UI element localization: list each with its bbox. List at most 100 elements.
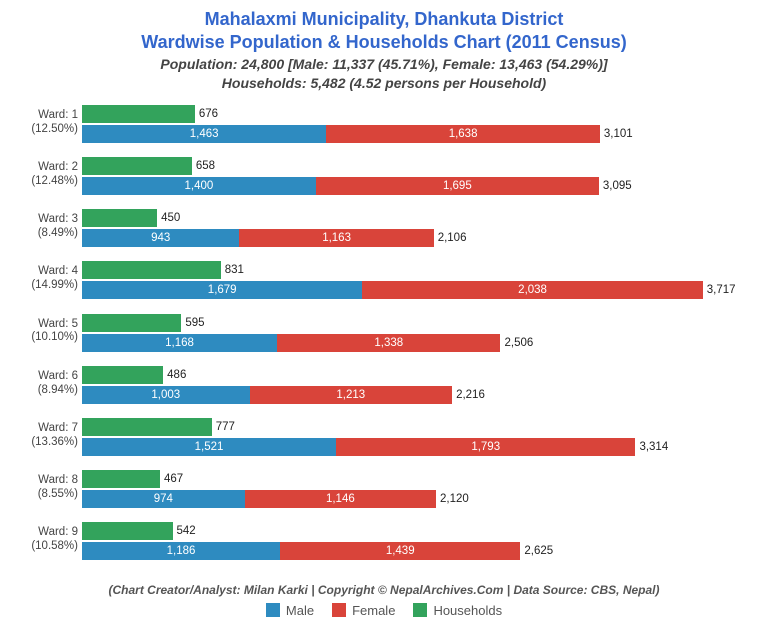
households-bar bbox=[82, 366, 163, 384]
legend: Male Female Households bbox=[18, 603, 750, 618]
households-value: 450 bbox=[157, 209, 180, 227]
households-bar bbox=[82, 522, 173, 540]
households-value: 831 bbox=[221, 261, 244, 279]
households-value: 542 bbox=[173, 522, 196, 540]
total-value: 3,101 bbox=[600, 125, 633, 143]
households-value: 595 bbox=[181, 314, 204, 332]
subtitle-line-2: Households: 5,482 (4.52 persons per Hous… bbox=[222, 75, 546, 91]
ward-label: Ward: 9(10.58%) bbox=[16, 526, 78, 554]
ward-pct: (10.10%) bbox=[31, 331, 78, 343]
ward-row: Ward: 6(8.94%)4861,0031,2132,216 bbox=[82, 360, 732, 412]
ward-label: Ward: 8(8.55%) bbox=[16, 474, 78, 502]
ward-row: Ward: 2(12.48%)6581,4001,6953,095 bbox=[82, 151, 732, 203]
ward-bars: 676 1,4631,6383,101 bbox=[82, 99, 732, 151]
credit-line: (Chart Creator/Analyst: Milan Karki | Co… bbox=[18, 583, 750, 597]
population-bar: 1,0031,213 bbox=[82, 386, 452, 404]
female-segment: 1,695 bbox=[316, 177, 599, 195]
population-bar: 9431,163 bbox=[82, 229, 434, 247]
total-value: 3,314 bbox=[635, 438, 668, 456]
ward-label: Ward: 7 (13.36%) bbox=[16, 422, 78, 450]
households-bar bbox=[82, 105, 195, 123]
legend-label-households: Households bbox=[433, 603, 502, 618]
population-bar: 9741,146 bbox=[82, 490, 436, 508]
male-segment: 1,168 bbox=[82, 334, 277, 352]
ward-bars: 5421,1861,4392,625 bbox=[82, 516, 732, 568]
ward-label: Ward: 6 (8.94%) bbox=[16, 370, 78, 398]
title-line-2: Wardwise Population & Households Chart (… bbox=[141, 32, 626, 52]
ward-label: Ward: 2(12.48%) bbox=[16, 161, 78, 189]
total-value: 3,717 bbox=[703, 281, 736, 299]
ward-pct: (12.50%) bbox=[31, 123, 78, 135]
female-segment: 1,213 bbox=[250, 386, 453, 404]
ward-bars: 486 1,0031,2132,216 bbox=[82, 360, 732, 412]
population-bar: 1,1681,338 bbox=[82, 334, 501, 352]
households-bar bbox=[82, 314, 181, 332]
male-segment: 1,186 bbox=[82, 542, 280, 560]
households-bar bbox=[82, 418, 212, 436]
ward-label: Ward: 4 (14.99%) bbox=[16, 265, 78, 293]
households-value: 486 bbox=[163, 366, 186, 384]
female-segment: 1,793 bbox=[336, 438, 635, 456]
households-bar bbox=[82, 470, 160, 488]
ward-row: Ward: 3(8.49%)4509431,1632,106 bbox=[82, 203, 732, 255]
ward-pct: (14.99%) bbox=[31, 279, 78, 291]
chart-area: Ward: 1(12.50%)6761,4631,6383,101Ward: 2… bbox=[82, 99, 732, 579]
population-bar: 1,5211,793 bbox=[82, 438, 635, 456]
population-bar: 1,4631,638 bbox=[82, 125, 600, 143]
households-value: 658 bbox=[192, 157, 215, 175]
total-value: 2,506 bbox=[501, 334, 534, 352]
ward-bars: 8311,6792,0383,717 bbox=[82, 255, 732, 307]
total-value: 2,216 bbox=[452, 386, 485, 404]
ward-name: Ward: 1 bbox=[38, 109, 78, 121]
male-segment: 974 bbox=[82, 490, 245, 508]
ward-name: Ward: 3 bbox=[38, 213, 78, 225]
legend-item-male: Male bbox=[266, 603, 314, 618]
legend-item-households: Households bbox=[413, 603, 502, 618]
ward-name: Ward: 4 bbox=[38, 265, 78, 277]
chart-title: Mahalaxmi Municipality, Dhankuta Distric… bbox=[18, 8, 750, 53]
households-value: 467 bbox=[160, 470, 183, 488]
chart-container: Mahalaxmi Municipality, Dhankuta Distric… bbox=[0, 0, 768, 623]
ward-row: Ward: 7(13.36%)7771,5211,7933,314 bbox=[82, 412, 732, 464]
population-bar: 1,6792,038 bbox=[82, 281, 703, 299]
total-value: 2,625 bbox=[520, 542, 553, 560]
total-value: 3,095 bbox=[599, 177, 632, 195]
ward-label: Ward: 5(10.10%) bbox=[16, 318, 78, 346]
ward-bars: 777 1,5211,7933,314 bbox=[82, 412, 732, 464]
ward-pct: (12.48%) bbox=[31, 175, 78, 187]
swatch-households bbox=[413, 603, 427, 617]
female-segment: 1,338 bbox=[277, 334, 500, 352]
ward-label: Ward: 3 (8.49%) bbox=[16, 213, 78, 241]
subtitle-line-1: Population: 24,800 [Male: 11,337 (45.71%… bbox=[160, 56, 607, 72]
legend-label-female: Female bbox=[352, 603, 395, 618]
ward-name: Ward: 7 bbox=[38, 422, 78, 434]
ward-row: Ward: 5(10.10%)5951,1681,3382,506 bbox=[82, 308, 732, 360]
swatch-male bbox=[266, 603, 280, 617]
ward-name: Ward: 9 bbox=[38, 526, 78, 538]
households-bar bbox=[82, 261, 221, 279]
female-segment: 2,038 bbox=[362, 281, 702, 299]
male-segment: 1,679 bbox=[82, 281, 362, 299]
chart-subtitle: Population: 24,800 [Male: 11,337 (45.71%… bbox=[18, 55, 750, 93]
ward-label: Ward: 1 (12.50%) bbox=[16, 109, 78, 137]
households-value: 676 bbox=[195, 105, 218, 123]
ward-bars: 658 1,4001,6953,095 bbox=[82, 151, 732, 203]
households-value: 777 bbox=[212, 418, 235, 436]
swatch-female bbox=[332, 603, 346, 617]
ward-pct: (8.49%) bbox=[38, 227, 78, 239]
ward-bars: 450 9431,1632,106 bbox=[82, 203, 732, 255]
title-line-1: Mahalaxmi Municipality, Dhankuta Distric… bbox=[205, 9, 564, 29]
population-bar: 1,4001,695 bbox=[82, 177, 599, 195]
ward-pct: (13.36%) bbox=[31, 436, 78, 448]
ward-name: Ward: 6 bbox=[38, 370, 78, 382]
ward-pct: (8.94%) bbox=[38, 384, 78, 396]
total-value: 2,106 bbox=[434, 229, 467, 247]
households-bar bbox=[82, 157, 192, 175]
total-value: 2,120 bbox=[436, 490, 469, 508]
legend-label-male: Male bbox=[286, 603, 314, 618]
male-segment: 1,521 bbox=[82, 438, 336, 456]
households-bar bbox=[82, 209, 157, 227]
male-segment: 1,463 bbox=[82, 125, 326, 143]
ward-row: Ward: 1(12.50%)6761,4631,6383,101 bbox=[82, 99, 732, 151]
ward-row: Ward: 8(8.55%)4679741,1462,120 bbox=[82, 464, 732, 516]
